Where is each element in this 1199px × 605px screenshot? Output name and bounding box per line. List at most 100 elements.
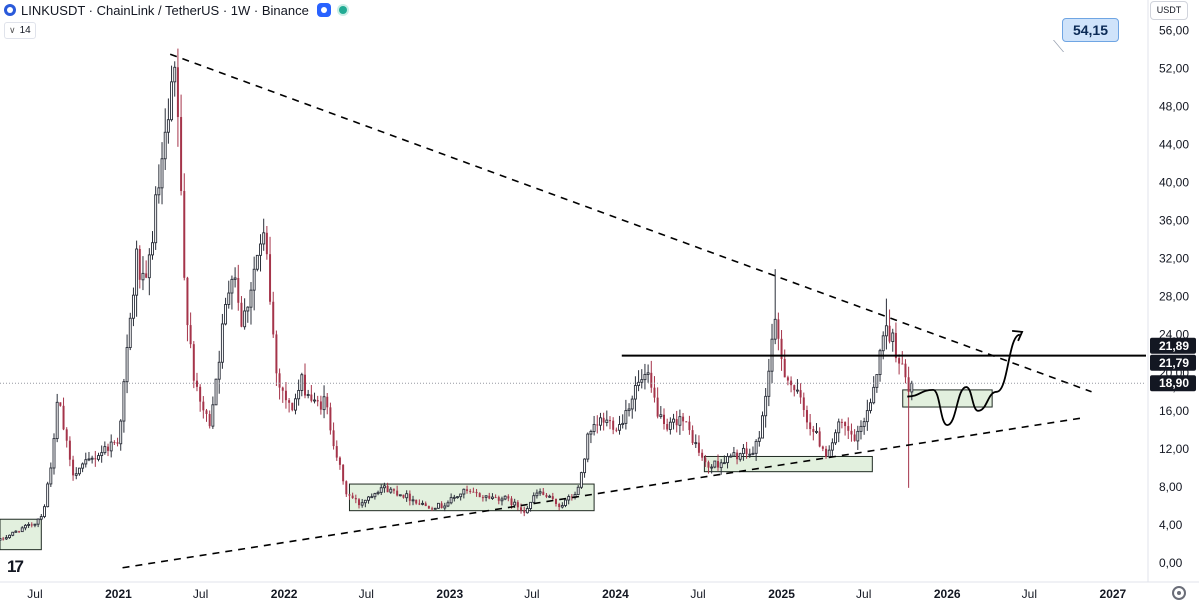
candle — [856, 425, 860, 450]
candle — [869, 398, 872, 414]
candle — [472, 487, 475, 493]
candle — [481, 495, 484, 502]
candle — [818, 427, 821, 448]
settings-icon[interactable] — [1172, 586, 1186, 600]
candle — [682, 412, 685, 431]
candle — [662, 408, 665, 430]
candle — [189, 312, 192, 349]
candle — [224, 297, 228, 326]
projection-arrowhead — [1012, 329, 1024, 342]
candle — [621, 414, 625, 429]
visibility-icon[interactable] — [316, 3, 331, 17]
chevron-down-icon[interactable]: ∨ — [9, 25, 16, 35]
candle — [46, 481, 50, 508]
candle — [523, 506, 526, 517]
candle — [373, 492, 377, 500]
candle — [8, 534, 11, 539]
consolidation-zone[interactable] — [703, 455, 873, 473]
candle — [478, 492, 481, 498]
candle — [255, 254, 259, 272]
candle — [891, 328, 895, 352]
candle — [599, 412, 602, 431]
candle — [230, 275, 234, 310]
candle — [272, 291, 275, 338]
candle — [275, 330, 278, 386]
candle — [202, 396, 205, 419]
candle — [707, 460, 710, 474]
candle — [872, 376, 876, 405]
candle — [732, 446, 736, 457]
candle — [630, 395, 634, 419]
time-axis[interactable]: Jul 2021 Jul 2022 Jul 2023 Jul 2024 Jul 2025 Jul 20… — [27, 587, 1126, 601]
candle — [637, 370, 641, 392]
candle — [205, 408, 208, 422]
candle — [319, 395, 322, 415]
candle — [666, 418, 669, 432]
candle — [736, 449, 739, 465]
candle — [525, 506, 529, 514]
candle — [18, 530, 21, 533]
candle — [830, 438, 834, 456]
candle — [633, 376, 637, 412]
candle — [488, 492, 491, 500]
consolidation-zone[interactable] — [348, 483, 595, 512]
candle — [211, 396, 215, 429]
candle — [358, 498, 361, 509]
candle — [748, 448, 752, 458]
candle — [342, 464, 345, 485]
candle — [192, 341, 195, 389]
candle — [602, 412, 605, 431]
candle — [421, 500, 424, 506]
candle — [551, 492, 554, 502]
candle — [0, 537, 2, 542]
consolidation-zone[interactable] — [902, 389, 993, 408]
time-tick-label: 2027 — [1100, 587, 1127, 601]
candle — [125, 334, 129, 394]
candle — [145, 260, 148, 279]
candle — [418, 499, 421, 506]
tradingview-logo-icon[interactable]: 17 — [7, 557, 24, 576]
candle — [68, 436, 71, 467]
candle — [278, 368, 281, 400]
candle — [348, 493, 351, 500]
candle — [805, 405, 808, 430]
price-note-label[interactable]: 54,15 — [1062, 18, 1119, 42]
candle — [605, 410, 609, 427]
candle — [163, 108, 167, 170]
candle — [233, 267, 237, 288]
candle — [497, 495, 500, 505]
candle — [490, 493, 494, 500]
candle — [431, 506, 434, 511]
candle — [160, 142, 164, 205]
candle — [640, 369, 644, 389]
candle — [379, 484, 383, 496]
candle — [847, 417, 850, 440]
candle — [701, 449, 704, 461]
candle — [288, 397, 291, 413]
currency-unit-button[interactable]: USDT — [1150, 1, 1188, 20]
candle — [570, 493, 573, 501]
price-tick-label: 28,00 — [1159, 290, 1189, 304]
candle — [122, 378, 126, 433]
candle — [43, 504, 46, 519]
indicator-collapse[interactable]: ∨ 14 — [4, 22, 36, 39]
symbol-title[interactable]: LINKUSDT · ChainLink / TetherUS · 1W · B… — [21, 2, 309, 18]
candle — [147, 248, 151, 296]
candle — [119, 419, 123, 451]
candle — [558, 502, 561, 511]
candle — [904, 359, 907, 384]
dashed-trendline[interactable] — [122, 416, 1086, 569]
candle — [901, 351, 904, 365]
candle — [722, 455, 726, 465]
candle — [751, 446, 755, 456]
chart-header: LINKUSDT · ChainLink / TetherUS · 1W · B… — [0, 0, 347, 20]
candle — [475, 488, 478, 497]
candle — [713, 460, 717, 469]
candle — [881, 331, 885, 360]
candle — [462, 488, 466, 499]
candle — [745, 441, 748, 459]
projection-path[interactable] — [907, 333, 1021, 426]
price-tick-label: 44,00 — [1159, 138, 1189, 152]
candle — [884, 298, 888, 350]
